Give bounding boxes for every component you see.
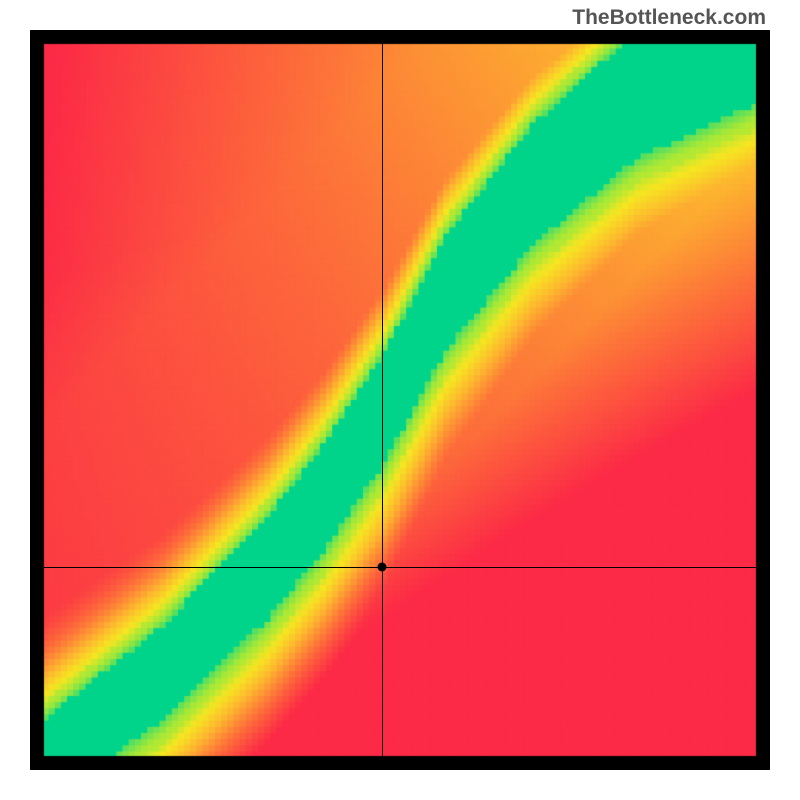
chart-area — [30, 30, 770, 770]
chart-container: TheBottleneck.com — [0, 0, 800, 800]
crosshair-marker-dot — [377, 562, 386, 571]
crosshair-horizontal — [44, 567, 756, 568]
watermark-text: TheBottleneck.com — [572, 6, 766, 30]
heatmap-canvas — [30, 30, 770, 770]
crosshair-vertical — [382, 44, 383, 756]
